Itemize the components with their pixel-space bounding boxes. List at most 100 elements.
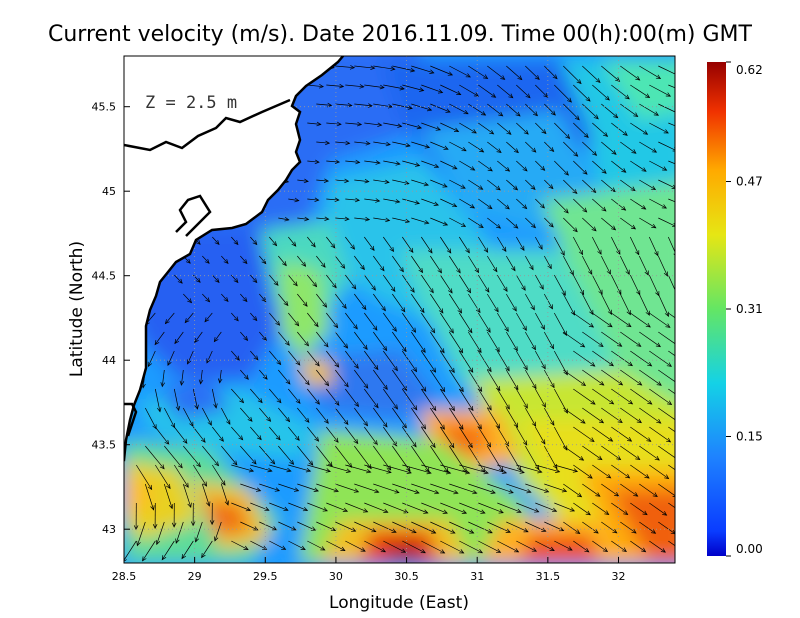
estuary-line — [124, 98, 291, 152]
current-vector-arrow — [240, 407, 253, 422]
current-vector-arrow — [240, 445, 257, 465]
current-vector-arrow — [307, 312, 319, 328]
current-vector-arrow — [297, 407, 310, 423]
current-vector-arrow — [497, 464, 525, 474]
current-vector-arrow — [630, 312, 651, 328]
current-vector-arrow — [231, 274, 239, 284]
current-vector-arrow — [354, 445, 372, 470]
current-vector-arrow — [316, 369, 330, 387]
current-vector-arrow — [430, 65, 454, 76]
current-vector-arrow — [591, 274, 603, 295]
current-vector-arrow — [601, 331, 623, 347]
current-vector-arrow — [307, 540, 326, 551]
current-vector-arrow — [297, 331, 310, 347]
current-vector-arrow — [167, 350, 175, 366]
current-vector-arrow — [573, 502, 591, 516]
current-vector-arrow — [525, 521, 547, 532]
current-vector-arrow — [648, 236, 659, 257]
current-vector-arrow — [430, 521, 456, 534]
current-vector-arrow — [269, 464, 292, 473]
x-tick-label: 29 — [188, 570, 202, 583]
current-vector-arrow — [212, 236, 220, 245]
current-vector-arrow — [649, 540, 666, 553]
current-vector-arrow — [335, 407, 349, 426]
current-vector-arrow — [316, 255, 326, 268]
current-vector-arrow — [600, 255, 611, 275]
current-vector-arrow — [392, 369, 408, 392]
current-vector-arrow — [497, 198, 510, 210]
current-vector-arrow — [383, 540, 407, 553]
current-vector-arrow — [259, 369, 268, 380]
current-vector-arrow — [278, 445, 295, 465]
current-vector-arrow — [639, 407, 662, 424]
current-vector-arrow — [525, 179, 536, 190]
current-vector-arrow — [402, 160, 421, 167]
current-vector-arrow — [487, 407, 501, 429]
current-vector-arrow — [468, 369, 483, 392]
current-vector-arrow — [184, 312, 194, 324]
current-vector-arrow — [411, 521, 437, 534]
current-vector-arrow — [649, 198, 668, 209]
current-vector-arrow — [630, 350, 653, 367]
current-vector-arrow — [478, 274, 490, 293]
current-vector-arrow — [326, 350, 340, 368]
current-vector-arrow — [181, 540, 194, 560]
current-vector-arrow — [554, 540, 573, 551]
colorbar-gradient — [707, 62, 726, 556]
current-vector-arrow — [364, 236, 375, 251]
current-vector-arrow — [620, 331, 642, 347]
current-vector-arrow — [534, 388, 546, 408]
colorbar-ticks: 0.62 0.47 0.31 0.15 0.00 — [726, 61, 763, 557]
current-vector-arrow — [175, 521, 184, 544]
current-vector-arrow — [171, 502, 177, 528]
current-vector-arrow — [335, 483, 360, 493]
current-vector-arrow — [430, 217, 449, 226]
current-vector-arrow — [449, 65, 471, 78]
current-vector-arrow — [563, 483, 583, 498]
current-vector-arrow — [364, 426, 378, 446]
current-vector-arrow — [136, 521, 146, 547]
current-vector-arrow — [288, 312, 300, 327]
current-vector-arrow — [667, 274, 675, 295]
current-vector-arrow — [383, 388, 398, 410]
current-vector-arrow — [554, 160, 569, 176]
current-vector-arrow — [515, 312, 527, 331]
current-vector-arrow — [478, 160, 493, 172]
current-vector-arrow — [288, 540, 306, 550]
current-vector-arrow — [307, 236, 316, 248]
current-vector-arrow — [658, 445, 675, 461]
current-vector-arrow — [649, 160, 668, 171]
current-vector-arrow — [639, 217, 657, 229]
current-vector-arrow — [204, 312, 213, 323]
current-vector-arrow — [544, 483, 568, 493]
current-vector-arrow — [354, 331, 368, 350]
current-vector-arrow — [449, 369, 464, 393]
current-vector-arrow — [155, 521, 165, 546]
current-vector-arrow — [649, 350, 672, 367]
current-vector-arrow — [573, 122, 589, 138]
colorbar-tick-label: 0.00 — [736, 542, 763, 556]
current-vector-arrow — [231, 312, 239, 322]
current-vector-arrow — [250, 388, 263, 404]
current-vector-arrow — [535, 464, 561, 473]
current-vector-arrow — [326, 83, 345, 89]
current-vector-arrow — [524, 255, 534, 271]
current-vector-arrow — [383, 236, 395, 253]
current-vector-arrow — [345, 540, 366, 552]
current-vector-arrow — [459, 312, 473, 334]
current-vector-arrow — [297, 369, 310, 386]
x-tick-label: 30 — [329, 570, 343, 583]
current-vector-arrow — [364, 122, 383, 128]
current-vector-arrow — [516, 502, 540, 513]
current-vector-arrow — [601, 141, 617, 155]
current-vector-arrow — [620, 141, 637, 154]
current-vector-arrow — [278, 255, 287, 267]
current-vector-arrow — [383, 274, 396, 292]
current-vector-arrow — [600, 293, 612, 316]
current-vector-arrow — [554, 84, 572, 103]
current-vector-arrow — [383, 464, 412, 474]
current-vector-arrow — [421, 122, 441, 131]
current-vector-arrow — [316, 293, 328, 308]
current-vector-arrow — [649, 464, 670, 480]
current-vector-arrow — [213, 331, 222, 343]
